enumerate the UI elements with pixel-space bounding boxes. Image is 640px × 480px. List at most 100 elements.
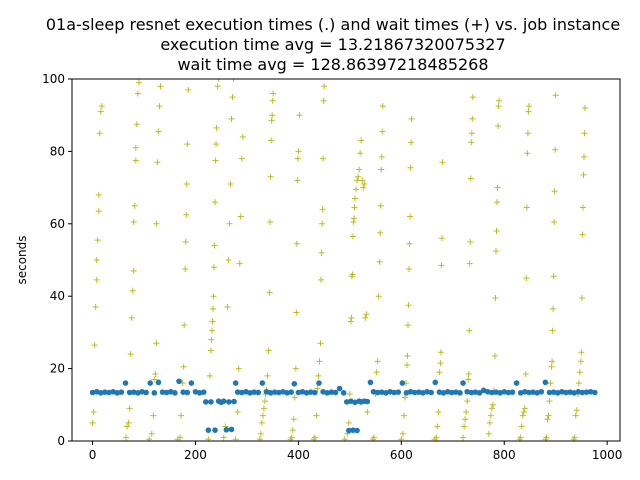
wait-time-point [491,352,498,359]
execution-time-point [271,389,278,395]
wait-time-point [89,419,96,426]
wait-time-point [377,202,384,209]
wait-time-point [133,121,140,128]
wait-time-point [214,83,221,90]
execution-time-point [513,380,520,386]
execution-time-point [563,389,569,396]
wait-time-point [398,436,405,441]
wait-time-point [363,311,370,318]
wait-time-point [349,233,356,240]
wait-time-point [399,430,406,437]
wait-time-point [408,115,415,122]
wait-time-point [294,155,301,162]
wait-time-point [209,318,216,325]
wait-time-point [549,327,556,334]
wait-time-point [256,436,263,441]
wait-time-point [494,184,501,191]
wait-time-point [345,419,352,426]
wait-time-point [406,266,413,273]
wait-time-point [150,412,157,419]
x-tick-label: 400 [287,448,310,462]
wait-time-point [469,94,476,101]
execution-time-point [428,389,434,396]
wait-time-point [546,398,553,405]
wait-time-point [544,416,551,423]
wait-time-point [130,218,137,225]
wait-time-point [348,314,355,321]
wait-time-point [523,275,530,282]
execution-time-point [307,389,314,395]
wait-time-point [356,166,363,173]
wait-time-point [220,434,227,441]
wait-time-point [267,173,274,180]
wait-time-point [488,405,495,412]
wait-time-point [582,104,589,111]
wait-time-point [552,146,559,153]
wait-time-point [352,195,359,202]
wait-time-point [320,97,327,104]
wait-time-point [311,434,318,441]
wait-time-point [126,405,133,412]
wait-time-point [464,398,471,405]
wait-time-point [316,358,323,365]
wait-time-point [318,249,325,256]
wait-time-point [146,436,153,441]
wait-time-point [493,228,500,235]
wait-time-point [258,419,265,426]
wait-time-point [180,363,187,370]
wait-time-point [131,202,138,209]
wait-time-point [521,405,528,412]
wait-time-point [354,177,361,184]
wait-time-point [157,83,164,90]
wait-time-point [227,180,234,187]
wait-time-point [463,409,470,416]
execution-time-point [332,389,339,396]
execution-time-point [316,380,322,386]
wait-time-point [466,327,473,334]
wait-time-point [578,349,585,356]
wait-time-point [226,220,233,227]
wait-time-point [525,108,532,115]
execution-time-point [143,389,149,396]
wait-time-point [154,159,161,166]
wait-time-point [346,390,353,397]
wait-time-point [208,336,215,343]
wait-time-point [314,385,321,392]
execution-time-point [205,427,212,433]
wait-time-point [257,430,264,437]
wait-time-point [360,184,367,191]
wait-time-point [212,199,219,206]
wait-time-point [466,260,473,267]
execution-time-point [102,389,108,395]
wait-time-point [353,186,360,193]
wait-time-point [129,287,136,294]
wait-time-point [551,218,558,225]
wait-time-point [205,436,212,441]
wait-time-point [460,434,467,441]
wait-time-point [98,103,105,110]
wait-time-point [551,188,558,195]
execution-time-point [579,389,586,396]
wait-time-point [156,103,163,110]
execution-time-point [460,380,466,386]
execution-time-point [340,390,347,396]
execution-time-point [505,389,512,396]
wait-time-point [581,130,588,137]
y-tick-label: 40 [50,289,65,303]
wait-time-point [347,318,354,325]
wait-time-point [291,394,298,401]
wait-time-point [361,180,368,187]
wait-time-point [403,361,410,368]
execution-time-point [172,390,178,396]
wait-time-point [492,295,499,302]
wait-time-point [215,79,222,82]
wait-time-point [148,430,155,437]
wait-time-point [268,117,275,124]
wait-time-point [496,97,503,104]
wait-time-point [93,276,100,283]
wait-time-point [211,264,218,271]
wait-time-point [155,128,162,135]
wait-time-point [434,423,441,430]
wait-time-point [320,155,327,162]
